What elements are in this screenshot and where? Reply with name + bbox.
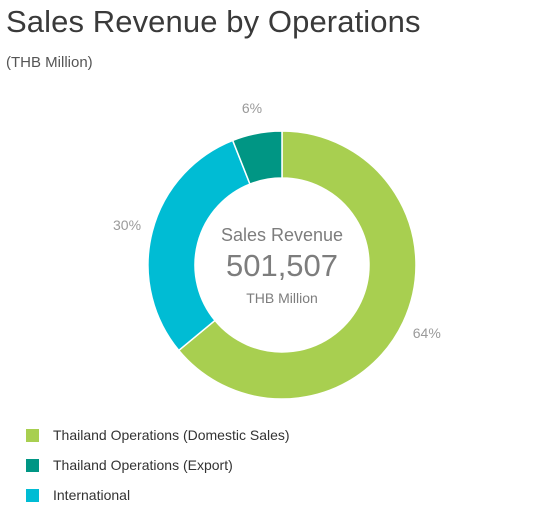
center-value: 501,507 [226, 248, 338, 283]
legend-item-international: International [26, 480, 290, 510]
slice-thailand-operations-domestic-sales [177, 130, 417, 400]
legend-label: Thailand Operations (Export) [53, 457, 233, 473]
slice-label-thailand-operations-domestic-sales: 64% [413, 325, 441, 341]
legend-item-thailand-operations-domestic-sales: Thailand Operations (Domestic Sales) [26, 420, 290, 450]
slice-thailand-operations-export [231, 130, 283, 186]
legend-label: International [53, 487, 131, 503]
legend-swatch [26, 488, 39, 502]
legend-item-thailand-operations-export: Thailand Operations (Export) [26, 450, 290, 480]
center-unit: THB Million [246, 290, 318, 306]
chart-title: Sales Revenue by Operations [6, 4, 421, 39]
legend-swatch [26, 428, 39, 442]
legend-swatch [26, 458, 39, 472]
slice-international [147, 139, 251, 352]
legend-label: Thailand Operations (Domestic Sales) [53, 427, 290, 443]
legend: Thailand Operations (Domestic Sales) Thai… [26, 420, 290, 510]
center-label: Sales Revenue [221, 225, 343, 245]
chart-subtitle: (THB Million) [6, 54, 93, 71]
slice-label-international: 30% [113, 217, 141, 233]
slice-label-thailand-operations-export: 6% [242, 100, 262, 116]
